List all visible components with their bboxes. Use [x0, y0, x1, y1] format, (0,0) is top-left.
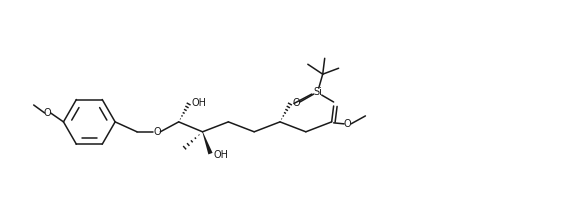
- Polygon shape: [202, 132, 212, 154]
- Text: O: O: [153, 127, 161, 137]
- Text: Si: Si: [313, 87, 322, 97]
- Text: O: O: [44, 108, 51, 118]
- Text: O: O: [344, 119, 351, 129]
- Text: O: O: [293, 98, 301, 108]
- Text: OH: OH: [192, 98, 207, 108]
- Text: OH: OH: [214, 150, 229, 160]
